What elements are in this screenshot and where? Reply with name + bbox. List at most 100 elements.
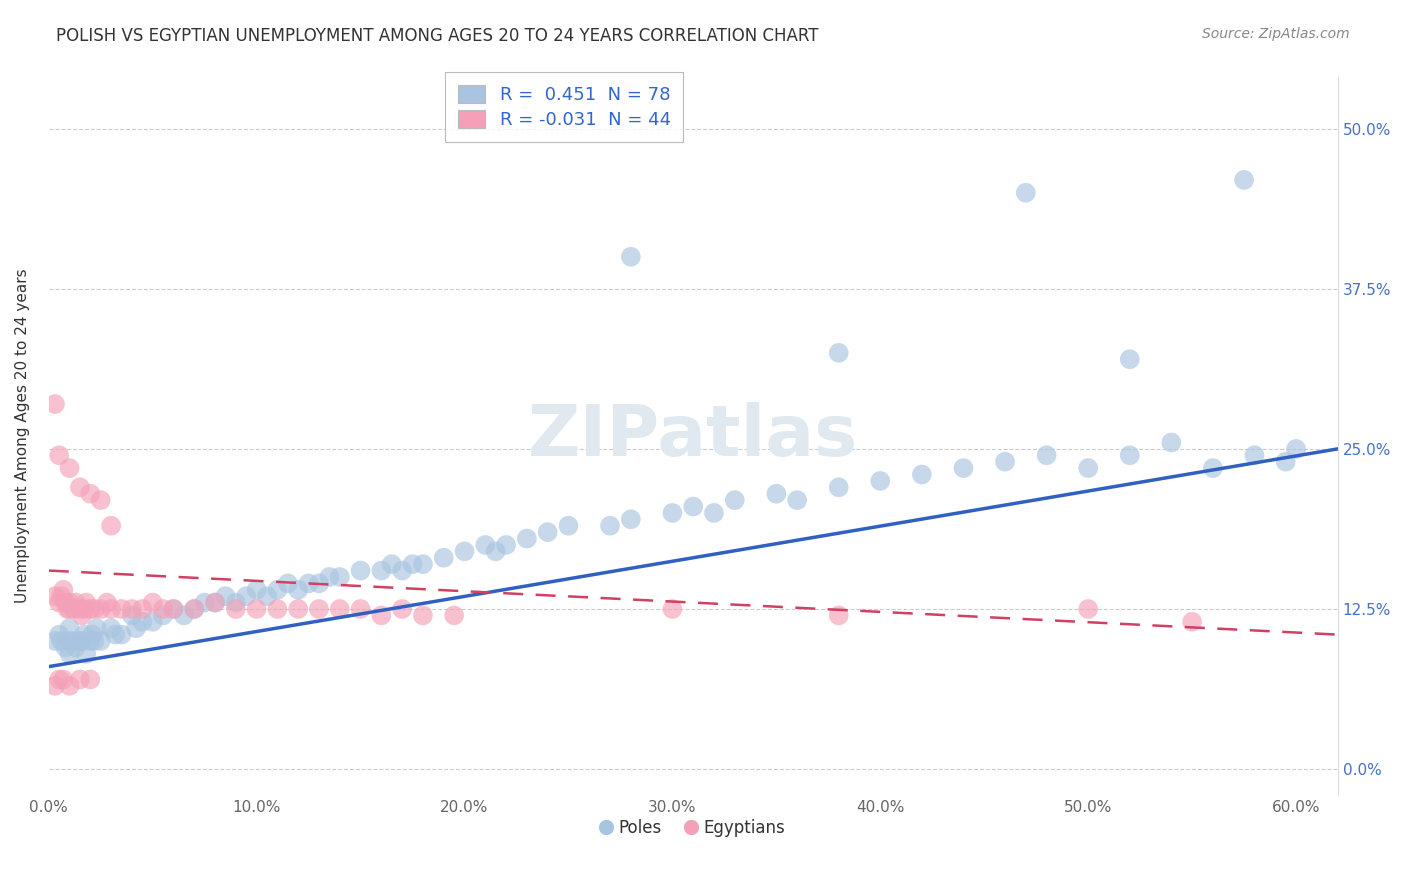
Point [100, 621, 122, 635]
Point [58, 621, 80, 635]
Point [79, 673, 101, 687]
Point [69, 480, 91, 494]
Point [246, 582, 269, 597]
Point [256, 589, 278, 603]
Point [75, 596, 97, 610]
Point [329, 602, 352, 616]
Point [125, 621, 148, 635]
Point [121, 608, 143, 623]
Text: Source: ZipAtlas.com: Source: ZipAtlas.com [1202, 27, 1350, 41]
Point [828, 346, 851, 360]
Point [349, 602, 371, 616]
Point [58, 461, 80, 475]
Point [599, 518, 621, 533]
Point [183, 602, 205, 616]
Point [69, 602, 91, 616]
Point [183, 602, 205, 616]
Y-axis label: Unemployment Among Ages 20 to 24 years: Unemployment Among Ages 20 to 24 years [15, 268, 30, 603]
Point [724, 493, 747, 508]
Point [994, 455, 1017, 469]
Point [214, 589, 236, 603]
Point [55, 596, 77, 610]
Point [62, 634, 84, 648]
Point [495, 538, 517, 552]
Point [537, 525, 560, 540]
Point [391, 564, 413, 578]
Point [277, 576, 299, 591]
Point [1077, 461, 1099, 475]
Point [79, 602, 101, 616]
Point [131, 602, 153, 616]
Point [70, 634, 93, 648]
Point [58, 602, 80, 616]
Point [44, 679, 66, 693]
Point [100, 518, 122, 533]
Point [391, 602, 413, 616]
Point [96, 596, 118, 610]
Point [412, 608, 434, 623]
Point [65, 596, 87, 610]
Point [246, 602, 269, 616]
Point [266, 602, 288, 616]
Point [620, 250, 643, 264]
Point [318, 570, 340, 584]
Point [90, 634, 112, 648]
Point [100, 602, 122, 616]
Point [401, 557, 423, 571]
Point [329, 570, 352, 584]
Point [86, 621, 108, 635]
Point [142, 615, 165, 629]
Point [70, 608, 93, 623]
Point [433, 550, 456, 565]
Point [44, 397, 66, 411]
Point [75, 647, 97, 661]
Point [297, 576, 319, 591]
Point [44, 634, 66, 648]
Point [79, 486, 101, 500]
Point [287, 582, 309, 597]
Point [83, 602, 105, 616]
Point [104, 627, 127, 641]
Point [83, 634, 105, 648]
Point [828, 480, 851, 494]
Point [869, 474, 891, 488]
Point [44, 589, 66, 603]
Point [69, 673, 91, 687]
Point [516, 532, 538, 546]
Point [51, 589, 73, 603]
Point [69, 634, 91, 648]
Point [308, 576, 330, 591]
Point [48, 596, 70, 610]
Point [131, 615, 153, 629]
Point [52, 673, 75, 687]
Point [152, 608, 174, 623]
Point [1077, 602, 1099, 616]
Point [474, 538, 496, 552]
Point [266, 582, 288, 597]
Point [786, 493, 808, 508]
Point [1181, 615, 1204, 629]
Point [1015, 186, 1038, 200]
Text: POLISH VS EGYPTIAN UNEMPLOYMENT AMONG AGES 20 TO 24 YEARS CORRELATION CHART: POLISH VS EGYPTIAN UNEMPLOYMENT AMONG AG… [56, 27, 818, 45]
Point [1035, 448, 1057, 462]
Point [48, 673, 70, 687]
Point [485, 544, 508, 558]
Point [204, 596, 226, 610]
Point [110, 627, 132, 641]
Point [443, 608, 465, 623]
Point [1119, 352, 1142, 367]
Point [952, 461, 974, 475]
Point [48, 627, 70, 641]
Point [152, 602, 174, 616]
Point [142, 596, 165, 610]
Point [73, 627, 96, 641]
Point [58, 634, 80, 648]
Point [225, 602, 247, 616]
Point [162, 602, 184, 616]
Point [55, 640, 77, 655]
Point [911, 467, 934, 482]
Point [661, 506, 683, 520]
Point [65, 640, 87, 655]
Legend: Poles, Egyptians: Poles, Egyptians [595, 813, 792, 844]
Point [73, 602, 96, 616]
